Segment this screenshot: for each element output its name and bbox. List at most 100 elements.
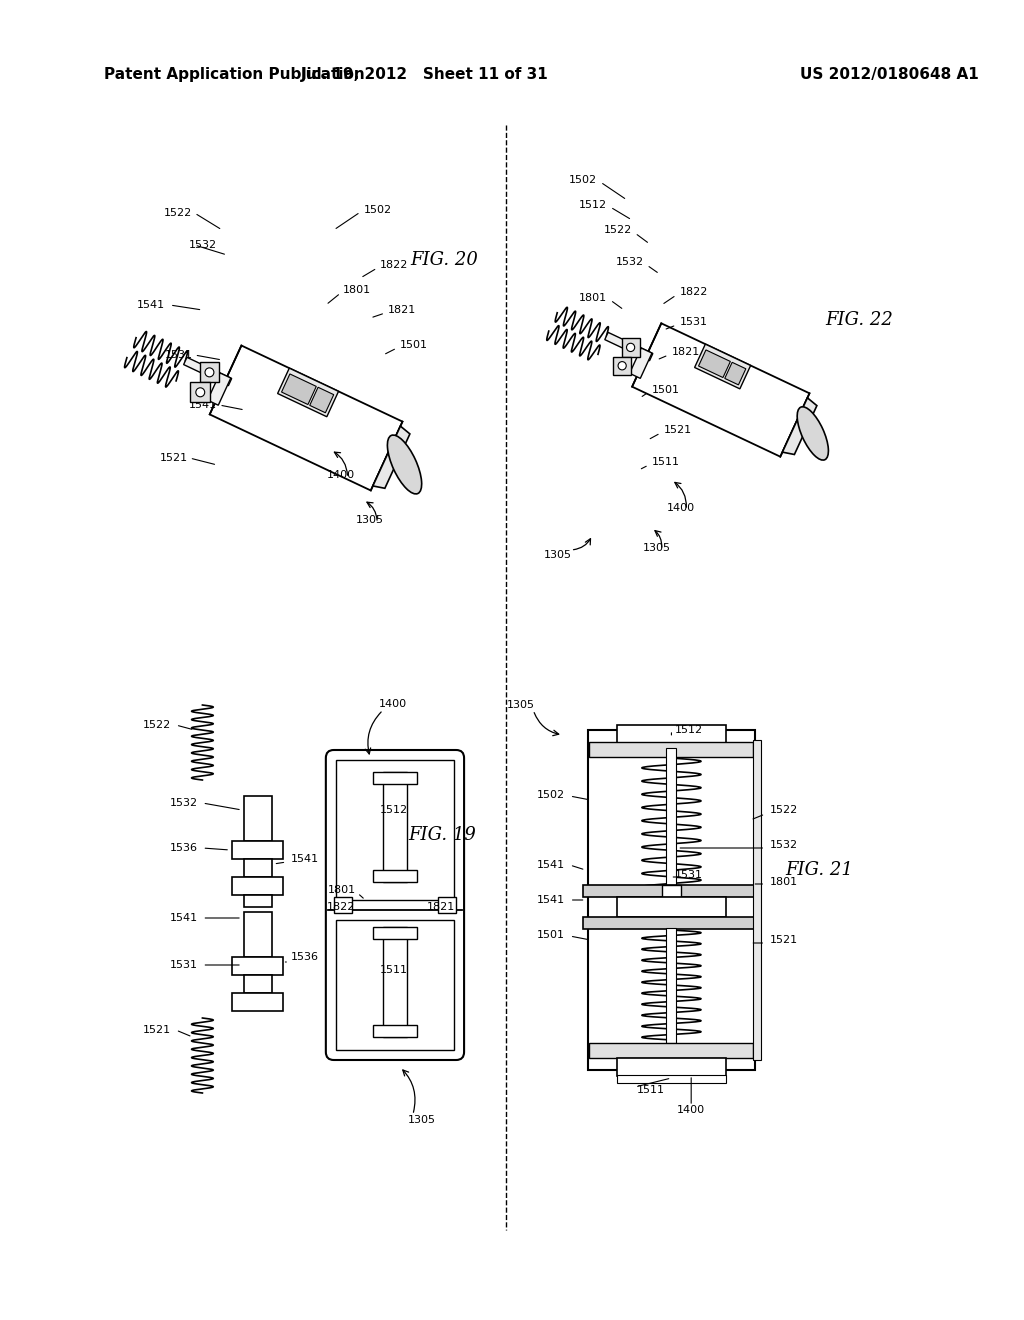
Text: 1512: 1512 bbox=[675, 725, 702, 735]
Polygon shape bbox=[208, 374, 230, 405]
Text: 1400: 1400 bbox=[668, 503, 695, 513]
Text: 1501: 1501 bbox=[537, 931, 565, 940]
Bar bbox=[244, 796, 271, 841]
Text: 1512: 1512 bbox=[580, 201, 607, 210]
Bar bbox=[754, 741, 761, 1060]
Text: 1305: 1305 bbox=[408, 1115, 435, 1125]
Bar bbox=[373, 927, 417, 939]
Text: 1521: 1521 bbox=[160, 453, 187, 463]
Text: 1541: 1541 bbox=[169, 913, 198, 923]
Text: 1305: 1305 bbox=[356, 515, 384, 525]
Bar bbox=[617, 1059, 726, 1076]
Text: 1305: 1305 bbox=[506, 700, 535, 710]
Bar bbox=[590, 1043, 754, 1059]
Bar bbox=[232, 876, 284, 895]
Text: 1531: 1531 bbox=[679, 317, 708, 327]
Text: 1531: 1531 bbox=[675, 870, 702, 880]
Bar bbox=[662, 884, 681, 898]
Polygon shape bbox=[605, 333, 653, 360]
Text: 1536: 1536 bbox=[170, 843, 198, 853]
Bar bbox=[244, 859, 271, 876]
Text: 1822: 1822 bbox=[679, 286, 708, 297]
Ellipse shape bbox=[627, 343, 635, 351]
Text: 1821: 1821 bbox=[427, 902, 455, 912]
Text: FIG. 20: FIG. 20 bbox=[411, 251, 478, 269]
Bar bbox=[232, 957, 284, 975]
Polygon shape bbox=[309, 387, 334, 413]
Bar bbox=[373, 1026, 417, 1038]
Text: Jul. 19, 2012   Sheet 11 of 31: Jul. 19, 2012 Sheet 11 of 31 bbox=[301, 67, 549, 82]
Text: 1305: 1305 bbox=[544, 550, 571, 560]
Text: 1522: 1522 bbox=[164, 209, 193, 218]
Polygon shape bbox=[632, 323, 810, 457]
Text: 1521: 1521 bbox=[770, 935, 799, 945]
Text: 1541: 1541 bbox=[537, 861, 565, 870]
Bar bbox=[617, 725, 726, 743]
Text: 1511: 1511 bbox=[380, 965, 408, 975]
Text: 1532: 1532 bbox=[615, 257, 644, 267]
Text: 1522: 1522 bbox=[142, 719, 171, 730]
Bar bbox=[583, 917, 760, 929]
Text: 1801: 1801 bbox=[328, 884, 355, 895]
Text: 1541: 1541 bbox=[291, 854, 319, 865]
Text: 1522: 1522 bbox=[604, 224, 632, 235]
Text: 1531: 1531 bbox=[165, 350, 193, 360]
Text: FIG. 21: FIG. 21 bbox=[785, 861, 853, 879]
Text: 1822: 1822 bbox=[327, 902, 355, 912]
Text: FIG. 22: FIG. 22 bbox=[825, 312, 893, 329]
Text: FIG. 19: FIG. 19 bbox=[409, 826, 476, 843]
Ellipse shape bbox=[387, 436, 422, 494]
Ellipse shape bbox=[196, 388, 205, 397]
Text: 1501: 1501 bbox=[651, 385, 680, 395]
Text: 1541: 1541 bbox=[189, 400, 217, 411]
Polygon shape bbox=[694, 345, 751, 389]
FancyBboxPatch shape bbox=[326, 750, 464, 1060]
Text: 1502: 1502 bbox=[537, 789, 565, 800]
Polygon shape bbox=[725, 362, 745, 385]
Text: 1522: 1522 bbox=[770, 805, 799, 814]
Text: 1801: 1801 bbox=[580, 293, 607, 304]
Bar bbox=[232, 841, 284, 859]
Ellipse shape bbox=[798, 407, 828, 461]
Bar bbox=[373, 870, 417, 882]
Text: 1512: 1512 bbox=[380, 805, 408, 814]
Polygon shape bbox=[782, 397, 817, 454]
Text: Patent Application Publication: Patent Application Publication bbox=[103, 67, 365, 82]
Text: 1400: 1400 bbox=[677, 1105, 706, 1115]
Bar bbox=[190, 383, 210, 403]
Bar bbox=[617, 898, 726, 917]
Text: 1502: 1502 bbox=[364, 205, 391, 215]
Bar bbox=[383, 927, 407, 1038]
Polygon shape bbox=[210, 346, 402, 491]
Bar bbox=[336, 760, 455, 900]
Text: 1801: 1801 bbox=[343, 285, 371, 294]
Bar bbox=[588, 730, 756, 1071]
Text: 1502: 1502 bbox=[569, 176, 597, 185]
Polygon shape bbox=[282, 374, 316, 404]
Text: 1511: 1511 bbox=[637, 1085, 665, 1096]
Text: 1532: 1532 bbox=[770, 840, 799, 850]
Text: 1400: 1400 bbox=[327, 470, 354, 480]
Bar bbox=[383, 772, 407, 882]
Bar bbox=[667, 928, 677, 1043]
Polygon shape bbox=[698, 350, 730, 378]
Text: 1821: 1821 bbox=[388, 305, 417, 315]
Ellipse shape bbox=[205, 368, 214, 376]
Text: 1541: 1541 bbox=[137, 300, 165, 310]
Text: 1536: 1536 bbox=[291, 952, 319, 962]
Text: 1532: 1532 bbox=[169, 799, 198, 808]
Text: 1541: 1541 bbox=[537, 895, 565, 906]
Bar bbox=[334, 898, 351, 913]
Bar bbox=[244, 975, 271, 993]
Text: 1531: 1531 bbox=[170, 960, 198, 970]
Polygon shape bbox=[630, 348, 652, 379]
Bar bbox=[200, 363, 219, 383]
Bar bbox=[583, 884, 760, 898]
Bar bbox=[667, 748, 677, 898]
Text: 1801: 1801 bbox=[770, 876, 799, 887]
Bar bbox=[373, 772, 417, 784]
Polygon shape bbox=[278, 368, 339, 417]
Polygon shape bbox=[373, 426, 410, 488]
Bar bbox=[336, 920, 455, 1049]
Text: 1400: 1400 bbox=[379, 700, 408, 709]
